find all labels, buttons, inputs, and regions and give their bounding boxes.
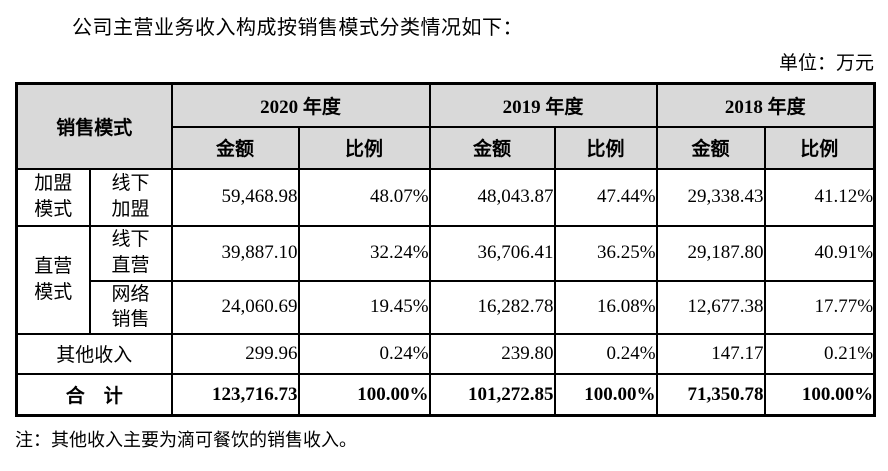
ratio-cell: 47.44% — [553, 167, 658, 227]
amount-cell: 12,677.38 — [655, 279, 766, 335]
header-ratio-2019: 比例 — [553, 125, 658, 170]
document-page: 公司主营业务收入构成按销售模式分类情况如下： 单位：万元 销售模式 2020 年… — [0, 14, 888, 471]
ratio-cell: 16.08% — [553, 279, 658, 335]
channel-cell-online-sales: 网络 销售 — [88, 279, 173, 335]
ratio-cell: 0.21% — [763, 332, 876, 375]
total-amount-cell: 101,272.85 — [428, 372, 556, 417]
table-row-direct-online: 网络 销售 24,060.69 19.45% 16,282.78 16.08% … — [17, 279, 876, 335]
total-amount-cell: 71,350.78 — [655, 372, 766, 417]
amount-cell: 239.80 — [428, 332, 556, 375]
ratio-cell: 48.07% — [297, 167, 431, 227]
ratio-cell: 40.91% — [763, 224, 876, 282]
channel-cell-offline-franchise: 线下 加盟 — [88, 167, 173, 227]
amount-cell: 59,468.98 — [170, 167, 300, 227]
table-header-row-subcolumns: 金额 比例 金额 比例 金额 比例 — [17, 125, 876, 170]
footnote: 注：其他收入主要为滴可餐饮的销售收入。 — [15, 430, 357, 451]
table-row-direct-offline: 直营 模式 线下 直营 39,887.10 32.24% 36,706.41 3… — [15, 224, 876, 335]
total-label: 合 计 — [15, 372, 173, 417]
other-income-label: 其他收入 — [15, 332, 173, 375]
header-amount-2019: 金额 — [428, 125, 556, 170]
ratio-cell: 32.24% — [297, 224, 431, 282]
amount-cell: 147.17 — [655, 332, 766, 375]
ratio-cell: 19.45% — [297, 279, 431, 335]
ratio-cell: 36.25% — [553, 224, 658, 282]
total-ratio-cell: 100.00% — [553, 372, 658, 417]
group-cell-direct: 直营 模式 — [15, 224, 91, 335]
ratio-cell: 17.77% — [763, 279, 876, 335]
total-ratio-cell: 100.00% — [297, 372, 431, 417]
section-title: 公司主营业务收入构成按销售模式分类情况如下： — [72, 17, 523, 39]
table-row-other-income: 其他收入 299.96 0.24% 239.80 0.24% 147.17 0.… — [15, 332, 876, 375]
header-sales-mode: 销售模式 — [15, 82, 173, 170]
header-year-2019: 2019 年度 — [428, 82, 658, 128]
table-header-row-years: 销售模式 2020 年度 2019 年度 2018 年度 — [15, 82, 876, 170]
header-amount-2018: 金额 — [655, 125, 766, 170]
header-ratio-2020: 比例 — [297, 125, 431, 170]
amount-cell: 29,338.43 — [655, 167, 766, 227]
revenue-by-sales-mode-table: 销售模式 2020 年度 2019 年度 2018 年度 金额 比例 金额 比例… — [15, 82, 877, 418]
unit-label: 单位：万元 — [778, 53, 874, 74]
total-amount-cell: 123,716.73 — [170, 372, 300, 417]
amount-cell: 48,043.87 — [428, 167, 556, 227]
ratio-cell: 0.24% — [297, 332, 431, 375]
header-year-2020: 2020 年度 — [170, 82, 431, 128]
header-ratio-2018: 比例 — [763, 125, 876, 170]
header-amount-2020: 金额 — [170, 125, 300, 170]
amount-cell: 24,060.69 — [170, 279, 300, 335]
channel-cell-offline-direct: 线下 直营 — [88, 224, 173, 282]
amount-cell: 29,187.80 — [655, 224, 766, 282]
amount-cell: 36,706.41 — [428, 224, 556, 282]
total-ratio-cell: 100.00% — [763, 372, 876, 417]
amount-cell: 299.96 — [170, 332, 300, 375]
header-year-2018: 2018 年度 — [655, 82, 876, 128]
ratio-cell: 0.24% — [553, 332, 658, 375]
ratio-cell: 41.12% — [763, 167, 876, 227]
amount-cell: 39,887.10 — [170, 224, 300, 282]
table-row-franchise-offline: 加盟 模式 线下 加盟 59,468.98 48.07% 48,043.87 4… — [15, 167, 876, 227]
table-row-total: 合 计 123,716.73 100.00% 101,272.85 100.00… — [15, 372, 876, 417]
group-cell-franchise: 加盟 模式 — [15, 167, 91, 227]
amount-cell: 16,282.78 — [428, 279, 556, 335]
